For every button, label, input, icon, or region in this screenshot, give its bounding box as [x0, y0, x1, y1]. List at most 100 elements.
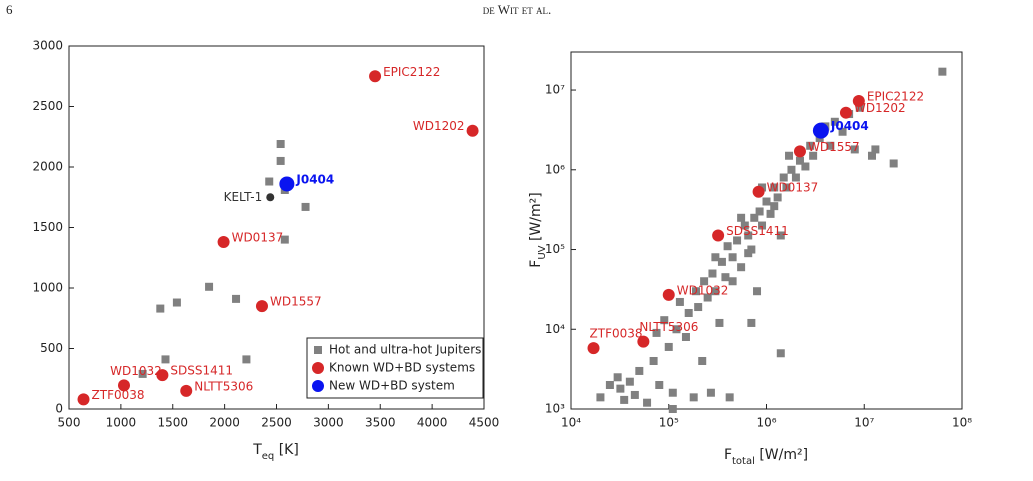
page-number: 6 [6, 2, 13, 17]
point [715, 318, 724, 327]
axis-label-part: total [732, 456, 755, 467]
point [728, 253, 737, 262]
point-label: SDSS1411 [170, 364, 233, 378]
y-tick-label: 2000 [32, 160, 63, 174]
point [643, 398, 652, 407]
x-tick-label: 1500 [157, 416, 188, 430]
point [712, 229, 725, 242]
point [369, 70, 382, 83]
point [668, 405, 677, 413]
point [703, 293, 712, 302]
point [740, 221, 749, 230]
x-tick-label: 2500 [261, 416, 292, 430]
axis-label-part: F [724, 447, 732, 463]
point [850, 145, 859, 154]
legend-swatch [312, 380, 324, 392]
point [205, 282, 214, 291]
axis-label: FUV [W/m²] [528, 192, 548, 267]
point [684, 308, 693, 317]
x-tick-label: 2000 [209, 416, 240, 430]
y-tick-label: 1500 [32, 220, 63, 234]
point [255, 300, 268, 313]
x-tick-label: 10⁵ [659, 416, 679, 430]
point [217, 236, 230, 249]
point [596, 393, 605, 402]
y-tick-label: 0 [55, 402, 63, 416]
point [637, 335, 650, 348]
point [770, 183, 779, 192]
point [776, 231, 785, 240]
y-tick-label: 1000 [32, 281, 63, 295]
point-label: ZTF0038 [92, 388, 145, 402]
y-tick-label: 500 [40, 341, 63, 355]
point [762, 197, 771, 206]
point-label: WD0137 [767, 180, 819, 194]
x-tick-label: 10⁸ [952, 416, 972, 430]
point [711, 253, 720, 262]
point [668, 388, 677, 397]
point [711, 287, 720, 296]
legend-label: Hot and ultra-hot Jupiters [329, 343, 481, 357]
axis-label: Ftotal [W/m²] [724, 447, 808, 467]
point [652, 328, 661, 337]
point-label: WD1032 [110, 364, 162, 378]
y-tick-label: 3000 [32, 39, 63, 53]
axis-label-part: [K] [274, 442, 299, 458]
point [782, 183, 791, 192]
x-tick-label: 10⁶ [756, 416, 776, 430]
point [776, 349, 785, 358]
point [867, 151, 876, 160]
point [725, 393, 734, 402]
x-tick-label: 1000 [106, 416, 137, 430]
point [733, 236, 742, 245]
point [855, 103, 864, 112]
point [301, 202, 310, 211]
x-tick-label: 500 [58, 416, 81, 430]
point [265, 177, 274, 186]
point-label: NLTT5306 [639, 320, 698, 334]
point [787, 165, 796, 174]
point [630, 390, 639, 399]
point [161, 355, 170, 364]
point [605, 380, 614, 389]
legend-box [306, 337, 484, 399]
point [700, 277, 709, 286]
point [753, 287, 762, 296]
point-label: ZTF0038 [590, 327, 643, 341]
x-tick-label: 4500 [469, 416, 500, 430]
point [723, 242, 732, 251]
axis-label-part: UV [537, 245, 548, 259]
point [77, 393, 90, 406]
point [694, 303, 703, 312]
point [752, 185, 765, 198]
point [625, 377, 634, 386]
point [728, 277, 737, 286]
point [779, 173, 788, 182]
point-label: J0404 [830, 119, 869, 133]
legend-label: New WD+BD system [329, 379, 455, 393]
point [773, 193, 782, 202]
point [466, 124, 479, 137]
point [276, 140, 285, 149]
point [662, 288, 675, 301]
axis-label-part: T [252, 442, 262, 458]
point [838, 127, 847, 136]
point [691, 287, 700, 296]
point [156, 369, 169, 382]
point [232, 294, 241, 303]
point [785, 151, 794, 160]
y-tick-label: 10⁶ [545, 162, 565, 176]
point [698, 356, 707, 365]
point-label: WD1032 [677, 283, 729, 297]
point [689, 393, 698, 402]
point [280, 235, 289, 244]
point [747, 318, 756, 327]
point [801, 162, 810, 171]
point [806, 141, 815, 150]
point [242, 355, 251, 364]
point [839, 106, 852, 119]
point [620, 395, 629, 404]
point-label: EPIC2122 [383, 65, 440, 79]
y-tick-label: 2500 [32, 99, 63, 113]
point [172, 298, 181, 307]
